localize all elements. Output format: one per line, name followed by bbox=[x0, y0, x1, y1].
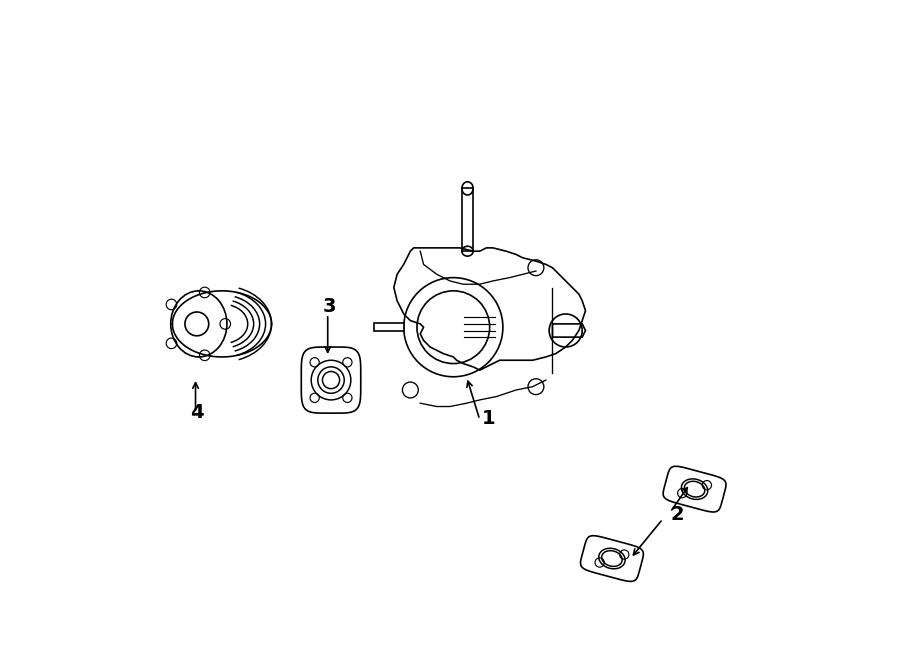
Bar bbox=[374, 323, 404, 331]
Point bbox=[459, 320, 470, 328]
Text: 1: 1 bbox=[482, 409, 495, 428]
Point bbox=[459, 333, 470, 341]
Point bbox=[490, 320, 500, 328]
Point bbox=[459, 313, 470, 321]
Text: 3: 3 bbox=[322, 297, 336, 316]
Point bbox=[490, 327, 500, 334]
Text: 2: 2 bbox=[670, 505, 684, 524]
Point bbox=[490, 313, 500, 321]
Ellipse shape bbox=[171, 291, 227, 357]
Point bbox=[459, 327, 470, 334]
Point bbox=[490, 333, 500, 341]
Bar bbox=[462, 188, 473, 251]
Text: 4: 4 bbox=[190, 403, 204, 422]
